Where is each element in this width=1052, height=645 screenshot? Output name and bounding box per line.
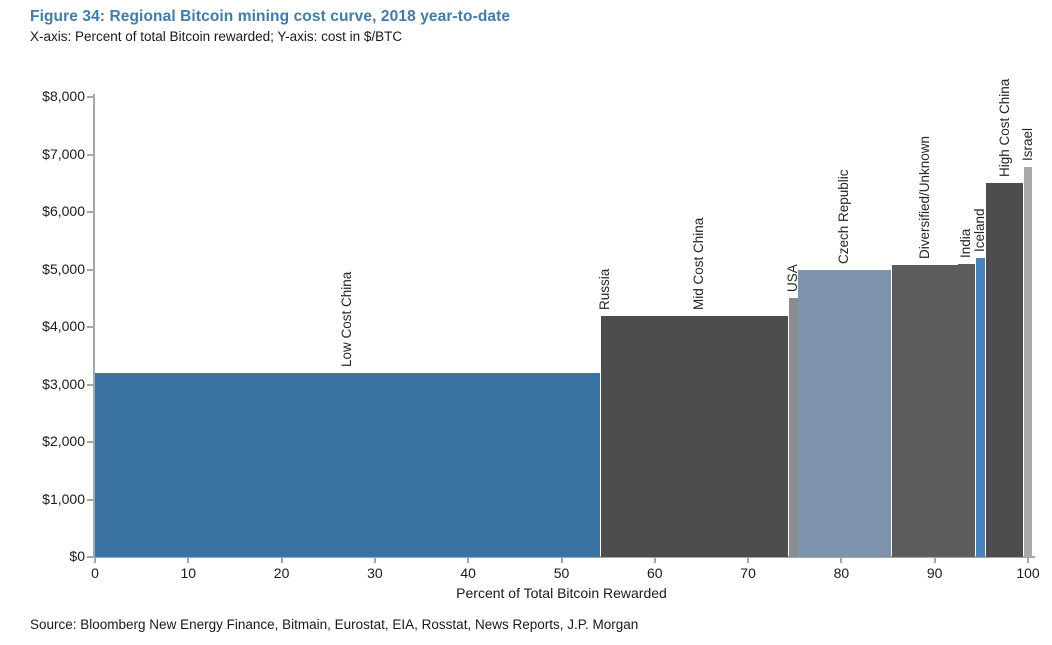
y-axis-tick-label: $0 (69, 548, 85, 564)
bar-low-cost-china (95, 373, 600, 557)
y-axis-tick-label: $6,000 (42, 203, 85, 219)
y-axis-line (93, 94, 95, 558)
x-axis-tick-label: 90 (926, 565, 943, 581)
y-axis-tick (87, 441, 93, 443)
source-note: Source: Bloomberg New Energy Finance, Bi… (30, 617, 639, 632)
bar-high-cost-china (986, 183, 1024, 557)
x-axis-tick-label: 10 (180, 565, 197, 581)
x-axis-tick-label: 50 (553, 565, 570, 581)
x-axis-tick-label: 0 (91, 565, 99, 581)
y-axis-tick-label: $2,000 (42, 433, 85, 449)
x-axis-tick (280, 558, 283, 563)
x-axis-title: Percent of Total Bitcoin Rewarded (456, 585, 667, 601)
x-axis-tick (933, 558, 936, 563)
bar-iceland (975, 258, 986, 557)
bar-label-high-cost-china: High Cost China (996, 78, 1012, 178)
x-axis-tick (747, 558, 750, 563)
bar-label-israel: Israel (1020, 128, 1035, 162)
figure-subtitle: X-axis: Percent of total Bitcoin rewarde… (30, 29, 403, 44)
y-axis-tick-label: $7,000 (42, 145, 85, 162)
y-axis-tick (87, 153, 93, 156)
x-axis-tick (653, 558, 656, 563)
x-axis-tick-label: 20 (273, 565, 290, 581)
x-axis-tick-label: 30 (367, 565, 383, 581)
y-axis-tick (87, 326, 93, 328)
x-axis-tick-label: 80 (833, 565, 850, 581)
y-axis-tick (87, 498, 93, 501)
x-axis-tick (94, 558, 96, 563)
bar-czech-republic (797, 269, 891, 557)
y-axis-tick (87, 383, 93, 386)
y-axis-tick-label: $4,000 (42, 318, 85, 334)
y-axis-tick-label: $8,000 (42, 88, 85, 104)
bar-label-diversified-unknown: Diversified/Unknown (916, 135, 932, 259)
x-axis-tick (560, 558, 563, 563)
bar-label-czech-republic: Czech Republic (836, 168, 852, 264)
x-axis-tick-label: 40 (460, 565, 476, 581)
x-axis-tick-label: 70 (740, 565, 756, 581)
y-axis-tick-label: $1,000 (42, 490, 85, 507)
bar-label-russia: Russia (597, 268, 613, 310)
y-axis-tick-label: $3,000 (42, 375, 85, 392)
x-axis-tick (467, 558, 470, 563)
y-axis-tick (87, 96, 93, 98)
bar-label-mid-cost-china: Mid Cost China (691, 217, 707, 310)
y-axis-tick (87, 211, 93, 213)
bar-diversified-unknown (891, 264, 959, 557)
plot-region: Low Cost China Russia Mid Cost China USA Cze… (95, 79, 1035, 557)
x-axis-tick-label: 100 (1016, 565, 1040, 581)
bar-israel (1024, 167, 1032, 557)
x-axis-tick (1027, 558, 1029, 563)
y-axis-tick (87, 556, 93, 558)
x-axis-line (93, 556, 1035, 558)
x-axis-tick (373, 558, 376, 563)
x-axis-tick (840, 558, 843, 563)
bar-usa (789, 298, 798, 557)
y-axis-tick (87, 268, 93, 271)
bar-mid-cost-china (610, 315, 789, 557)
y-axis-tick-label: $5,000 (42, 260, 85, 277)
figure-title: Figure 34: Regional Bitcoin mining cost … (30, 8, 511, 25)
bar-russia (600, 315, 610, 557)
x-axis-tick-label: 60 (647, 565, 663, 581)
bar-label-low-cost-china: Low Cost China (339, 271, 355, 367)
x-axis-tick (187, 558, 190, 563)
bar-india (958, 263, 975, 557)
